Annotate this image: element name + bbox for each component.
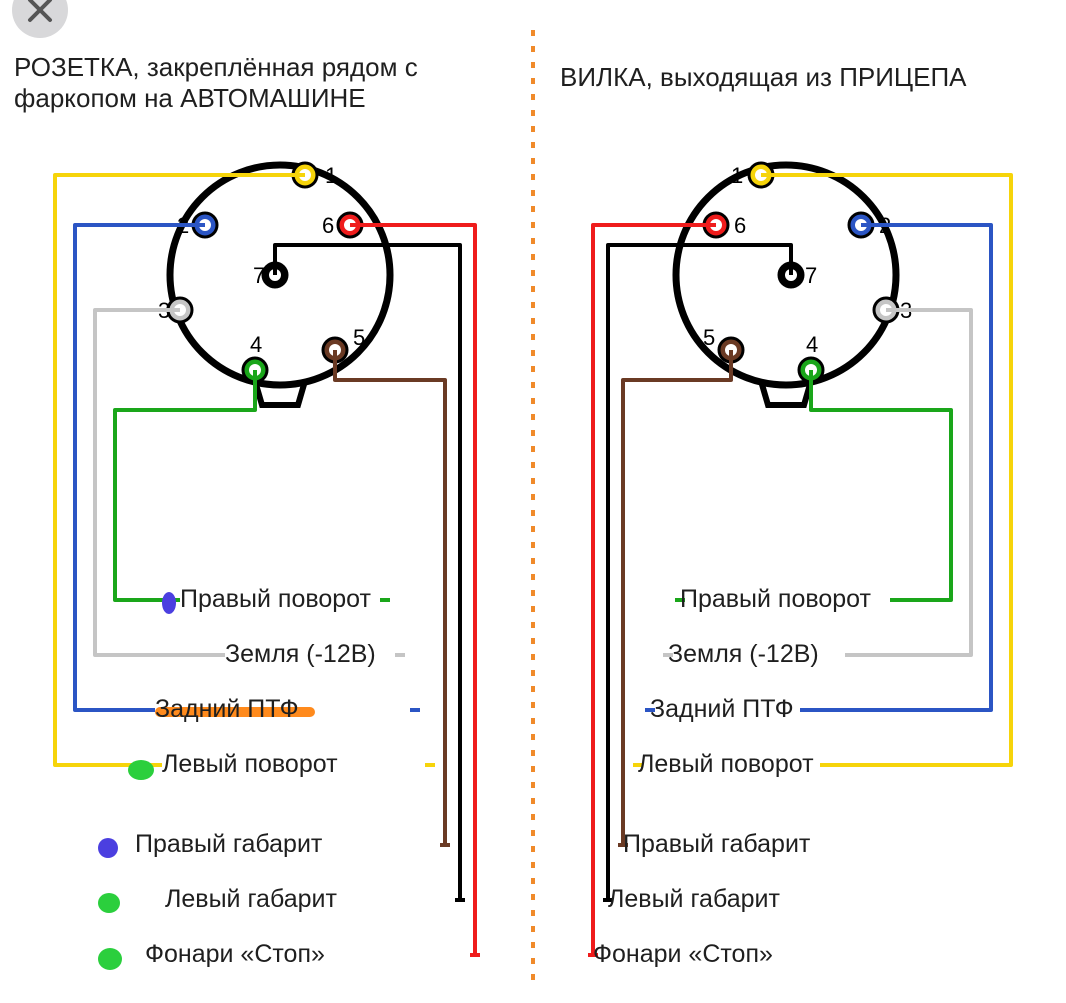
right-pin-number-6: 6 (734, 213, 746, 238)
annotation-blob-1 (128, 760, 154, 780)
left-pin-number-1: 1 (325, 163, 337, 188)
left-pin-number-4: 4 (250, 332, 262, 357)
right-label-right_turn: Правый поворот (680, 585, 871, 614)
left-wire-green (115, 370, 255, 600)
plug-title: ВИЛКА, выходящая из ПРИЦЕПА (560, 62, 1050, 93)
annotation-blob-4 (98, 948, 122, 970)
right-pin-number-7: 7 (805, 263, 817, 288)
right-pin-number-5: 5 (703, 325, 715, 350)
annotation-blob-0 (162, 592, 176, 614)
annotation-blob-2 (98, 838, 118, 858)
right-pin-number-1: 1 (731, 163, 743, 188)
left-label-right_side: Правый габарит (135, 830, 322, 859)
left-label-rear_fog: Задний ПТФ (155, 695, 299, 724)
left-label-right_turn: Правый поворот (180, 585, 371, 614)
left-pin-number-6: 6 (322, 213, 334, 238)
right-label-left_turn: Левый поворот (638, 750, 814, 779)
left-label-left_side: Левый габарит (165, 885, 337, 914)
right-label-rear_fog: Задний ПТФ (650, 695, 794, 724)
socket-title: РОЗЕТКА, закреплённая рядом с фаркопом н… (14, 52, 514, 114)
close-icon[interactable] (12, 0, 68, 38)
left-pin-number-7: 7 (253, 263, 265, 288)
left-label-left_turn: Левый поворот (162, 750, 338, 779)
right-label-stop: Фонари «Стоп» (593, 940, 773, 969)
right-label-left_side: Левый габарит (608, 885, 780, 914)
left-label-stop: Фонари «Стоп» (145, 940, 325, 969)
right-pin-number-4: 4 (806, 332, 818, 357)
right-label-ground: Земля (-12В) (668, 640, 819, 669)
right-wire-green (811, 370, 951, 600)
left-label-ground: Земля (-12В) (225, 640, 376, 669)
annotation-blob-3 (98, 893, 120, 913)
left-pin-number-5: 5 (353, 325, 365, 350)
right-label-right_side: Правый габарит (623, 830, 810, 859)
